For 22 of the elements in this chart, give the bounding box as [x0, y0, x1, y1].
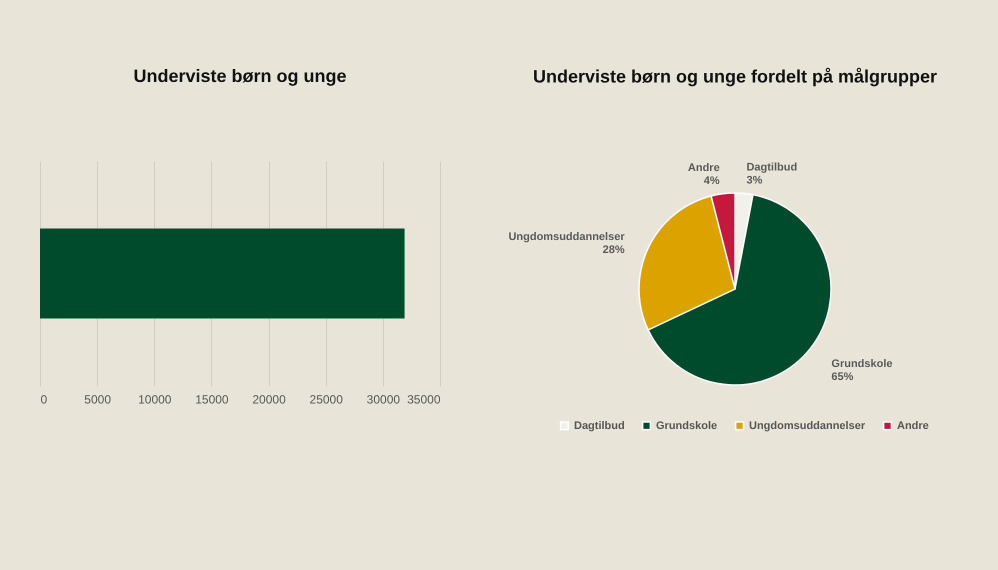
x-tick-label: 15000 — [195, 392, 229, 406]
slice-label: Dagtilbud — [746, 162, 798, 174]
slice-label: Andre — [688, 162, 720, 174]
x-tick-label: 30000 — [366, 392, 400, 406]
legend-label: Dagtilbud — [574, 420, 625, 432]
slice-label: Ungdomsuddannelser — [508, 231, 626, 244]
legend-label: Ungdomsuddannelser — [749, 420, 866, 432]
chart-title: Underviste børn og unge fordelt på målgrupper — [532, 66, 938, 87]
x-tick-label: 25000 — [310, 392, 344, 406]
data-label: 65% — [831, 370, 854, 383]
slice-label: Grundskole — [831, 358, 893, 370]
legend-label: Grundskole — [656, 420, 718, 432]
x-tick-label: 35000 — [407, 392, 441, 406]
x-tick-label: 10000 — [138, 392, 172, 406]
x-tick-label: 0 — [40, 392, 48, 406]
x-tick-label: 5000 — [84, 392, 112, 406]
x-tick-label: 20000 — [252, 392, 286, 406]
data-label: 3% — [746, 174, 763, 187]
data-label: 28% — [602, 244, 625, 256]
data-label: 4% — [704, 174, 720, 187]
legend-label: Andre — [897, 420, 929, 432]
chart-title: Underviste børn og unge — [133, 66, 347, 86]
